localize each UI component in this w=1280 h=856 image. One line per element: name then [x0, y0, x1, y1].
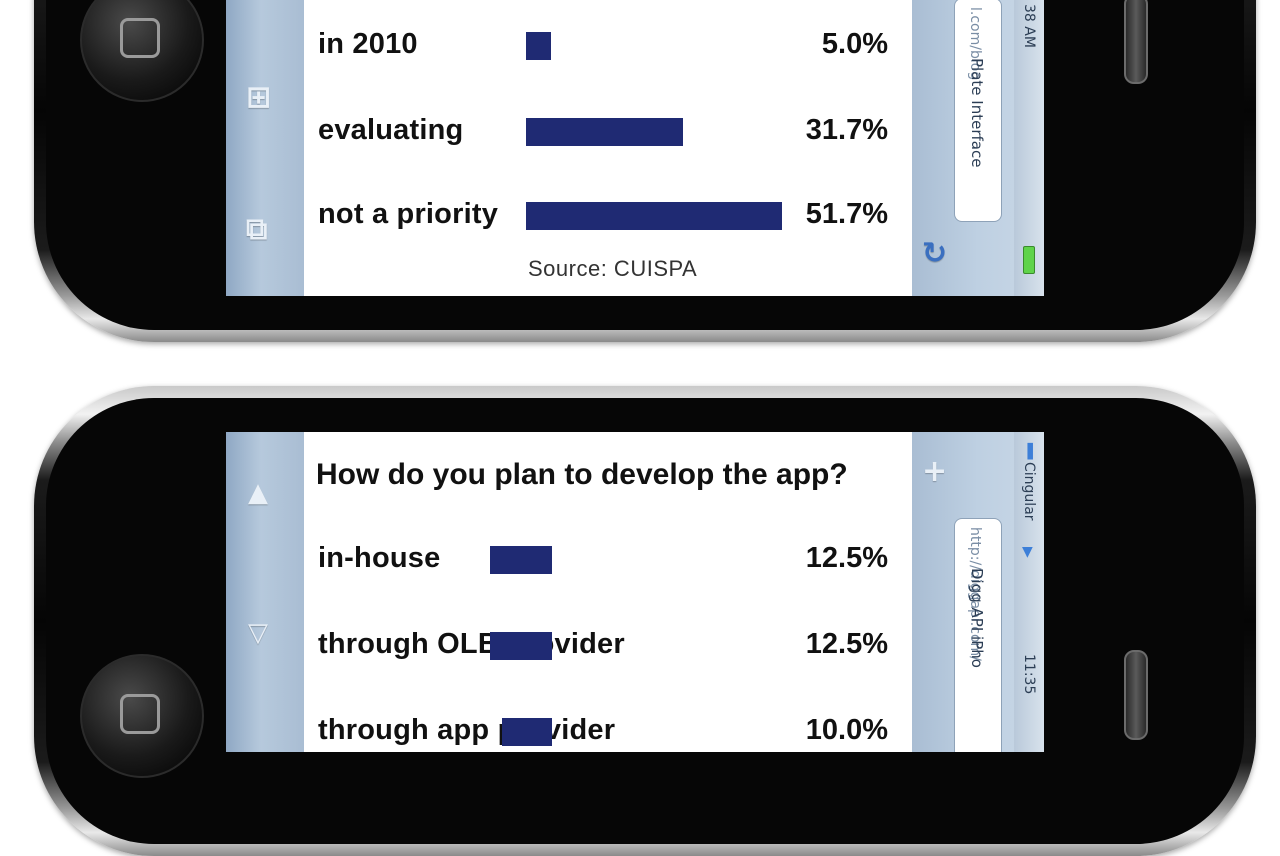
bar-label-in-2010: in 2010 [318, 28, 418, 60]
bar-not-a-priority [526, 202, 782, 230]
bookmarks-icon[interactable]: ⊞ [246, 80, 272, 115]
page-title-top: Plate Interface [968, 58, 986, 168]
status-time-top: 38 AM [1021, 4, 1037, 48]
battery-icon [1023, 246, 1035, 274]
bar-label-olb-provider: through OLB provider [318, 628, 625, 660]
source-note: Source: CUISPA [528, 256, 698, 281]
url-field-top[interactable]: l.com/blog [954, 0, 1002, 222]
url-text-top: l.com/blog [967, 7, 983, 81]
speaker-grille-bottom [1124, 650, 1148, 740]
reload-icon[interactable]: ↻ [922, 236, 948, 271]
home-square-icon [120, 694, 160, 734]
signal-icon: ▐ [1022, 444, 1033, 460]
bar-label-app-provider: through app provider [318, 714, 616, 746]
bar-in-house [490, 546, 552, 574]
status-carrier: Cingular [1021, 462, 1037, 521]
bar-value-evaluating: 31.7% [805, 114, 888, 146]
chart-top: in 2010 evaluating not a priority 5.0% 3… [304, 0, 912, 296]
url-field-bottom[interactable]: http://diggapi.com/ [954, 518, 1002, 752]
bar-value-in-house: 12.5% [805, 542, 888, 574]
status-bar-top: 38 AM [1014, 0, 1044, 296]
bar-evaluating [526, 118, 683, 146]
bar-value-olb-provider: 12.5% [805, 628, 888, 660]
pages-icon[interactable]: ⧉ [246, 212, 268, 247]
bar-in-2010 [526, 32, 551, 60]
bar-app-provider [502, 718, 552, 746]
plus-icon[interactable]: + [922, 454, 948, 489]
home-square-icon [120, 18, 160, 58]
wifi-icon: ▼ [1022, 544, 1033, 560]
home-button-bottom[interactable] [80, 654, 204, 778]
arrow-up-icon[interactable]: ▲ [248, 478, 268, 508]
arrow-down-icon[interactable]: ▽ [248, 618, 268, 648]
toolbar-right-bottom: + http://diggapi.com/ Digg API iPho ▐ Ci… [912, 432, 1044, 752]
chart-question: How do you plan to develop the app? [316, 458, 848, 491]
bar-value-in-2010: 5.0% [821, 28, 888, 60]
bar-label-not-a-priority: not a priority [318, 198, 499, 230]
toolbar-left-bottom: ▲ ▽ [226, 432, 304, 752]
bar-olb-provider [490, 632, 552, 660]
screen-bottom: ▲ ▽ How do you plan to develop the app? … [226, 432, 1044, 752]
bar-value-app-provider: 10.0% [805, 714, 888, 746]
status-time-bottom: 11:35 [1021, 654, 1037, 695]
url-text-bottom: http://diggapi.com/ [967, 527, 983, 661]
bar-label-in-house: in-house [318, 542, 441, 574]
status-bar-bottom: ▐ Cingular ▼ 11:35 [1014, 432, 1044, 752]
speaker-grille-top [1124, 0, 1148, 84]
page-title-bottom: Digg API iPho [968, 568, 986, 668]
bar-value-not-a-priority: 51.7% [805, 198, 888, 230]
bar-label-evaluating: evaluating [318, 114, 464, 146]
screen-top: ⊞ ⧉ in 2010 evaluating not a priority 5.… [226, 0, 1044, 296]
toolbar-left-top: ⊞ ⧉ [226, 0, 304, 296]
chart-bottom: How do you plan to develop the app? in-h… [304, 432, 912, 752]
toolbar-right-top: l.com/blog Plate Interface ↻ 38 AM [912, 0, 1044, 296]
home-button-top[interactable] [80, 0, 204, 102]
